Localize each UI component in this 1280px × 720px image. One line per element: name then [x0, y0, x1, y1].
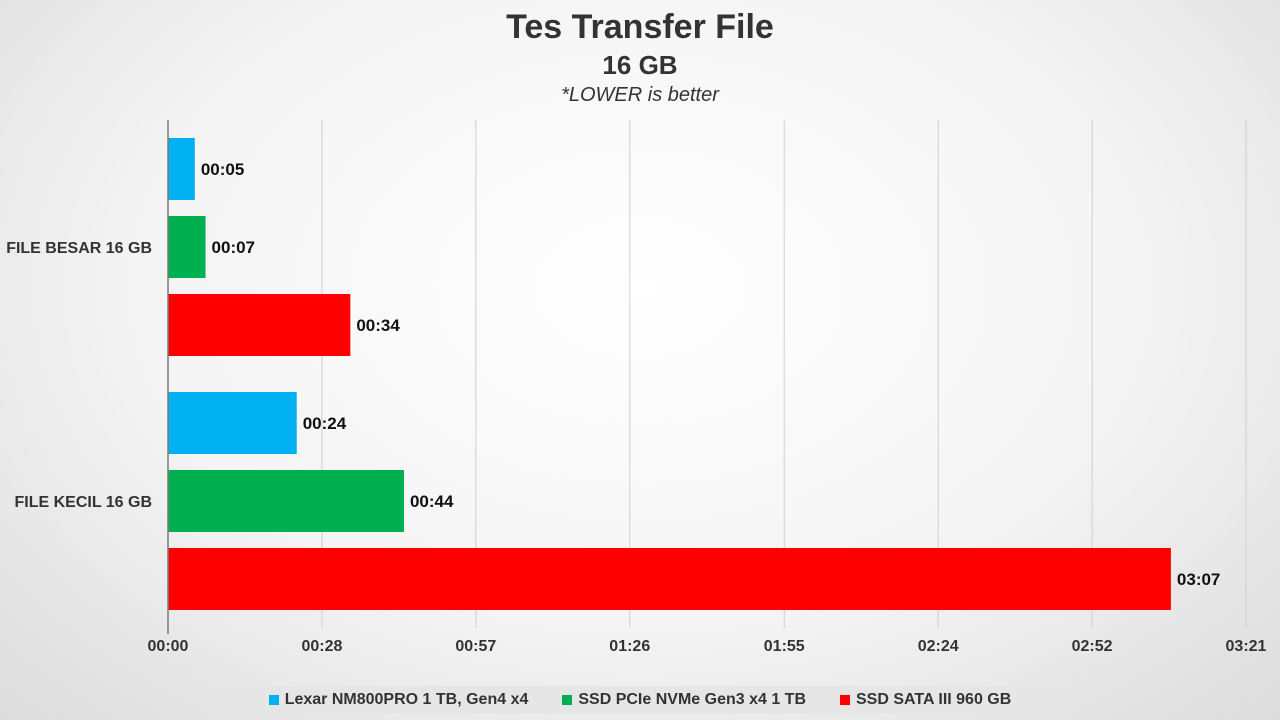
x-tick-label: 01:55 — [764, 638, 805, 655]
legend-swatch-gen3 — [562, 695, 573, 705]
data-label: 03:07 — [1177, 570, 1220, 589]
legend: Lexar NM800PRO 1 TB, Gen4 x4 SSD PCIe NV… — [208, 686, 1072, 714]
x-tick-label: 01:26 — [609, 638, 650, 655]
legend-label-lexar: Lexar NM800PRO 1 TB, Gen4 x4 — [284, 691, 529, 708]
x-tick-label: 00:28 — [301, 638, 342, 655]
category-label: FILE BESAR 16 GB — [6, 240, 152, 257]
chart-note: *LOWER is better — [561, 84, 719, 106]
chart-title: Tes Transfer File — [506, 8, 774, 46]
data-label: 00:34 — [356, 316, 400, 335]
x-tick-label: 00:57 — [455, 638, 496, 655]
data-label: 00:44 — [410, 492, 454, 511]
bar — [168, 548, 1171, 610]
x-tick-label: 02:24 — [918, 638, 959, 655]
data-label: 00:24 — [303, 414, 347, 433]
legend-swatch-sata — [840, 695, 850, 705]
bar — [168, 138, 195, 200]
x-tick-label: 03:21 — [1226, 638, 1267, 655]
category-label: FILE KECIL 16 GB — [14, 494, 152, 511]
x-tick-label: 00:00 — [148, 638, 189, 655]
chart-subtitle: 16 GB — [602, 50, 678, 80]
legend-item-sata: SSD SATA III 960 GB — [840, 691, 1011, 709]
data-label: 00:05 — [201, 160, 244, 179]
legend-item-gen3: SSD PCIe NVMe Gen3 x4 1 TB — [562, 691, 806, 709]
bar — [168, 294, 351, 356]
legend-label-sata: SSD SATA III 960 GB — [856, 691, 1012, 708]
bar — [168, 470, 404, 532]
bar — [168, 216, 206, 278]
bar — [168, 392, 297, 454]
legend-swatch-lexar — [268, 695, 279, 705]
x-tick-label: 02:52 — [1072, 638, 1113, 655]
legend-item-lexar: Lexar NM800PRO 1 TB, Gen4 x4 — [268, 691, 529, 709]
legend-label-gen3: SSD PCIe NVMe Gen3 x4 1 TB — [578, 691, 806, 708]
data-label: 00:07 — [212, 238, 255, 257]
